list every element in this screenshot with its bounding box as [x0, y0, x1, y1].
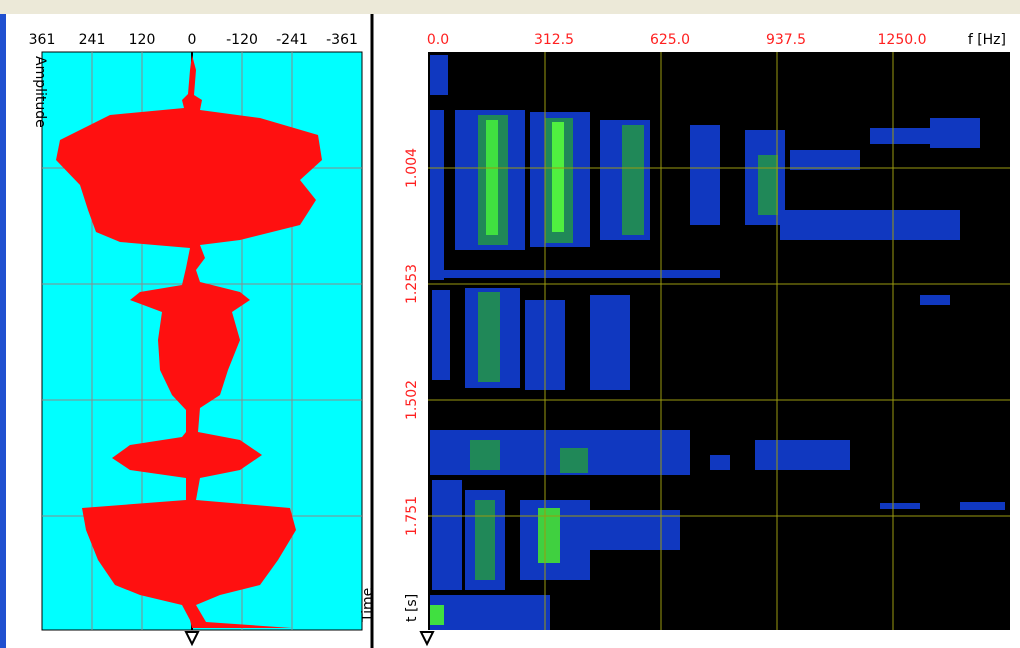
cell — [430, 595, 550, 630]
cell — [590, 510, 680, 550]
x-tick-label: 120 — [129, 32, 156, 48]
spectrogram-image — [430, 55, 1005, 630]
y-tick-label: 1.004 — [404, 148, 420, 188]
cell — [430, 605, 444, 625]
y-axis-label: t [s] — [404, 594, 420, 622]
cell — [432, 290, 450, 380]
cell — [552, 122, 564, 232]
x-tick-label: -241 — [276, 32, 308, 48]
x-tick-label: 1250.0 — [878, 32, 927, 48]
x-tick-label: -361 — [326, 32, 358, 48]
ticks: 0.0 312.5 625.0 937.5 1250.0 1.004 1.253 1.502 1… — [404, 32, 927, 536]
cell — [486, 120, 498, 235]
cell — [758, 155, 778, 215]
cell — [960, 502, 1005, 510]
x-tick-label: 241 — [79, 32, 106, 48]
cell — [430, 110, 444, 280]
x-tick-label: 312.5 — [534, 32, 574, 48]
x-axis-label: f [Hz] — [968, 32, 1006, 48]
spectrogram-panel: 0.0 312.5 625.0 937.5 1250.0 1.004 1.253 1.502 1… — [404, 32, 1010, 647]
cell — [440, 270, 720, 278]
cell — [690, 125, 720, 225]
x-tick-label: 625.0 — [650, 32, 690, 48]
x-tick-label: 0.0 — [427, 32, 449, 48]
y-tick-label: 1.751 — [404, 496, 420, 536]
cell — [710, 455, 730, 470]
cell — [755, 440, 850, 470]
cell — [590, 295, 630, 390]
top-strip — [0, 0, 1020, 14]
x-tick-label: -120 — [226, 32, 258, 48]
x-ticks: 361 241 120 0 -120 -241 -361 — [29, 32, 358, 48]
x-axis-label: Time — [360, 588, 376, 623]
cell — [870, 128, 930, 144]
y-tick-label: 1.502 — [404, 380, 420, 420]
waveform-panel: 361 241 120 0 -120 -241 -361 Amplitude Time — [29, 32, 376, 647]
cell — [432, 480, 462, 590]
waveform — [56, 55, 322, 628]
cell — [880, 503, 920, 509]
x-tick-label: 937.5 — [766, 32, 806, 48]
cell — [470, 440, 500, 470]
marker — [184, 631, 200, 647]
cell — [538, 508, 560, 563]
cell — [930, 118, 980, 148]
cell — [560, 448, 588, 473]
cell — [780, 210, 960, 240]
x-tick-label: 361 — [29, 32, 56, 48]
cell — [790, 150, 860, 170]
y-axis-label: Amplitude — [32, 56, 48, 128]
marker — [419, 631, 435, 647]
cell — [920, 295, 950, 305]
cell — [475, 500, 495, 580]
y-tick-label: 1.253 — [404, 264, 420, 304]
cell — [478, 292, 500, 382]
cell — [430, 55, 448, 95]
left-edge — [0, 14, 6, 648]
x-tick-label: 0 — [188, 32, 197, 48]
cell — [622, 125, 644, 235]
